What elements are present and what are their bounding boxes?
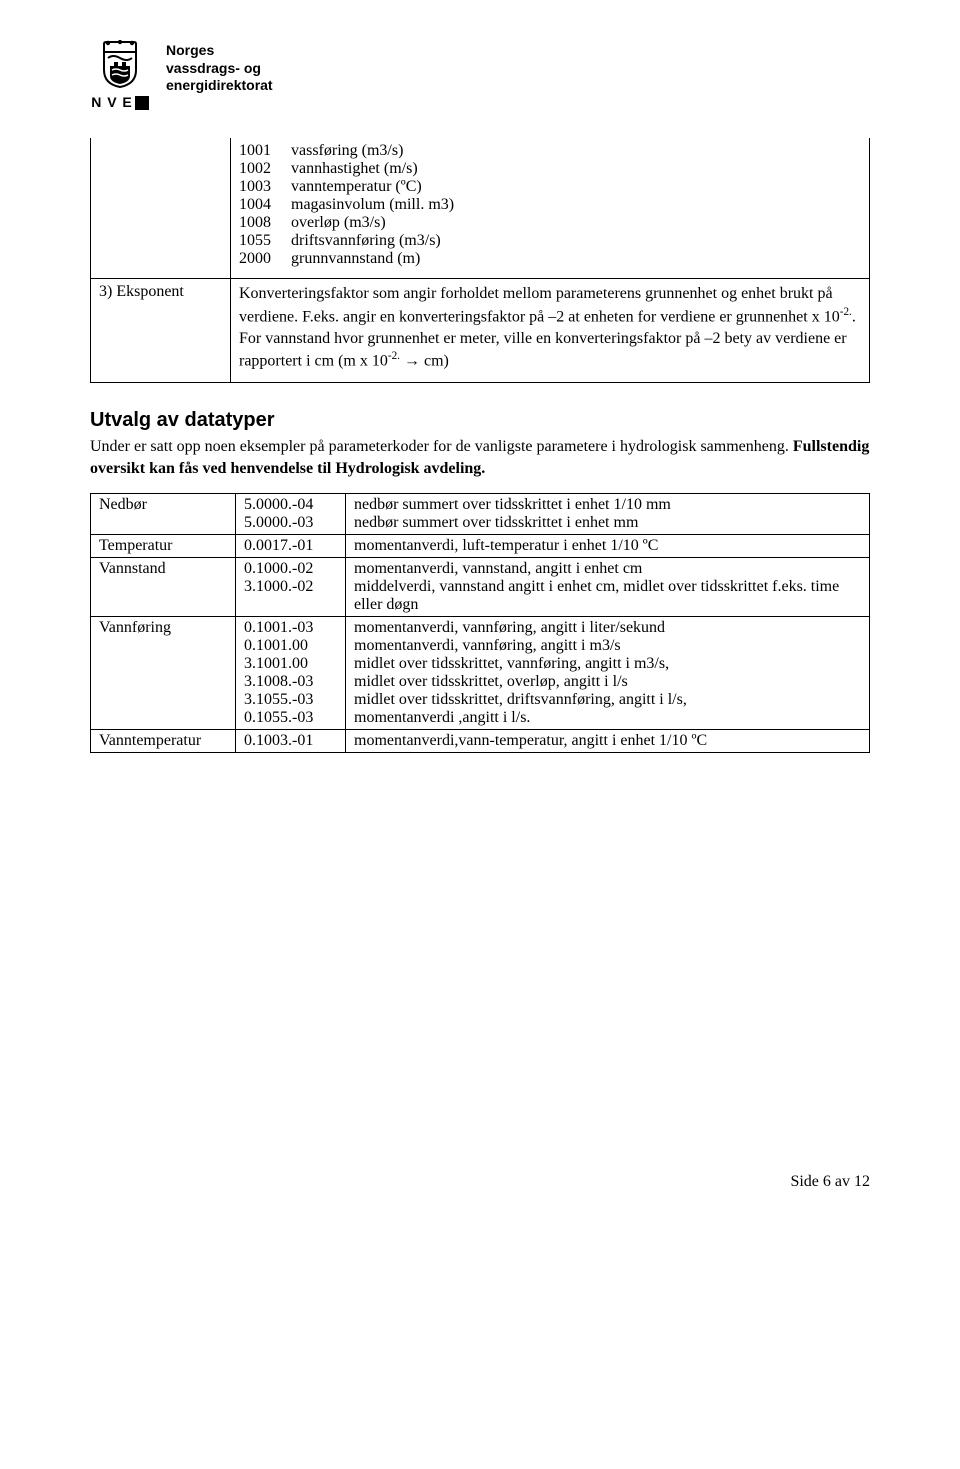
text-span: Konverteringsfaktor som angir forholdet … — [239, 285, 840, 325]
desc-value: momentanverdi ,angitt i l/s. — [354, 709, 861, 727]
code-value: 5.0000.-04 — [244, 496, 337, 514]
page-footer: Side 6 av 12 — [90, 1173, 870, 1191]
code-value: 3.1055.-03 — [244, 691, 337, 709]
desc-value: middelverdi, vannstand angitt i enhet cm… — [354, 578, 861, 614]
code-cell: 0.1003.-01 — [236, 730, 346, 753]
param-row: 1055driftsvannføring (m3/s) — [239, 232, 861, 250]
datatype-table: Nedbør5.0000.-045.0000.-03nedbør summert… — [90, 493, 870, 753]
table-row: 1001vassføring (m3/s)1002vannhastighet (… — [91, 138, 870, 279]
desc-cell: momentanverdi, vannstand, angitt i enhet… — [346, 558, 870, 617]
category-cell: Temperatur — [91, 535, 236, 558]
code-value: 3.1001.00 — [244, 655, 337, 673]
page-header: N V E Norges vassdrags- og energidirekto… — [90, 40, 870, 110]
category-cell: Vannstand — [91, 558, 236, 617]
param-code: 1002 — [239, 160, 291, 178]
param-desc: driftsvannføring (m3/s) — [291, 232, 861, 250]
code-value: 0.1000.-02 — [244, 560, 337, 578]
param-desc: grunnvannstand (m) — [291, 250, 861, 268]
code-value: 0.1003.-01 — [244, 732, 337, 750]
param-row: 1004magasinvolum (mill. m3) — [239, 196, 861, 214]
category-cell: Nedbør — [91, 494, 236, 535]
text-span: → cm) — [400, 352, 449, 369]
crest-icon — [98, 40, 142, 88]
logo: N V E — [90, 40, 150, 110]
desc-value: nedbør summert over tidsskrittet i enhet… — [354, 514, 861, 532]
superscript: -2. — [388, 350, 400, 362]
section-paragraph: Under er satt opp noen eksempler på para… — [90, 436, 870, 479]
desc-cell: momentanverdi, luft-temperatur i enhet 1… — [346, 535, 870, 558]
param-desc: overløp (m3/s) — [291, 214, 861, 232]
parameter-table: 1001vassføring (m3/s)1002vannhastighet (… — [90, 138, 870, 383]
desc-value: midlet over tidsskrittet, vannføring, an… — [354, 655, 861, 673]
code-cell: 0.1000.-023.1000.-02 — [236, 558, 346, 617]
param-code: 1004 — [239, 196, 291, 214]
eksponent-text: Konverteringsfaktor som angir forholdet … — [239, 283, 861, 372]
code-value: 0.1001.-03 — [244, 619, 337, 637]
code-cell: 0.1001.-030.1001.003.1001.003.1008.-033.… — [236, 617, 346, 730]
desc-value: momentanverdi, luft-temperatur i enhet 1… — [354, 537, 861, 555]
desc-value: nedbør summert over tidsskrittet i enhet… — [354, 496, 861, 514]
param-desc: vannhastighet (m/s) — [291, 160, 861, 178]
param-row: 2000grunnvannstand (m) — [239, 250, 861, 268]
superscript: -2. — [840, 306, 852, 318]
desc-value: momentanverdi,vann-temperatur, angitt i … — [354, 732, 861, 750]
org-line: vassdrags- og — [166, 60, 273, 78]
org-name: Norges vassdrags- og energidirektorat — [166, 42, 273, 95]
desc-cell: momentanverdi,vann-temperatur, angitt i … — [346, 730, 870, 753]
code-cell: 5.0000.-045.0000.-03 — [236, 494, 346, 535]
param-row: 1003vanntemperatur (ºC) — [239, 178, 861, 196]
param-desc: vanntemperatur (ºC) — [291, 178, 861, 196]
table-row: 3) Eksponent Konverteringsfaktor som ang… — [91, 279, 870, 383]
param-row: 1002vannhastighet (m/s) — [239, 160, 861, 178]
desc-value: midlet over tidsskrittet, driftsvannføri… — [354, 691, 861, 709]
param-code: 1003 — [239, 178, 291, 196]
desc-value: momentanverdi, vannføring, angitt i m3/s — [354, 637, 861, 655]
param-desc: magasinvolum (mill. m3) — [291, 196, 861, 214]
desc-cell: nedbør summert over tidsskrittet i enhet… — [346, 494, 870, 535]
code-value: 3.1008.-03 — [244, 673, 337, 691]
param-row: 1001vassføring (m3/s) — [239, 142, 861, 160]
param-code: 2000 — [239, 250, 291, 268]
param-list: 1001vassføring (m3/s)1002vannhastighet (… — [239, 142, 861, 268]
code-value: 5.0000.-03 — [244, 514, 337, 532]
table-row: Vannføring0.1001.-030.1001.003.1001.003.… — [91, 617, 870, 730]
param-code: 1008 — [239, 214, 291, 232]
param-code: 1055 — [239, 232, 291, 250]
org-line: Norges — [166, 42, 273, 60]
table-row: Vanntemperatur 0.1003.-01 momentanverdi,va… — [91, 730, 870, 753]
table-row: Nedbør5.0000.-045.0000.-03nedbør summert… — [91, 494, 870, 535]
table-row: Vannstand0.1000.-023.1000.-02momentanver… — [91, 558, 870, 617]
param-row: 1008overløp (m3/s) — [239, 214, 861, 232]
nve-text: N V E — [91, 94, 133, 110]
category-cell: Vanntemperatur — [91, 730, 236, 753]
desc-value: momentanverdi, vannføring, angitt i lite… — [354, 619, 861, 637]
desc-value: midlet over tidsskrittet, overløp, angit… — [354, 673, 861, 691]
code-value: 0.1001.00 — [244, 637, 337, 655]
param-desc: vassføring (m3/s) — [291, 142, 861, 160]
desc-cell: momentanverdi, vannføring, angitt i lite… — [346, 617, 870, 730]
text-span: Under er satt opp noen eksempler på para… — [90, 438, 793, 455]
eksponent-label: 3) Eksponent — [91, 279, 231, 383]
nve-mark: N V E — [91, 94, 149, 110]
code-value: 0.1055.-03 — [244, 709, 337, 727]
category-cell: Vannføring — [91, 617, 236, 730]
param-code: 1001 — [239, 142, 291, 160]
code-value: 3.1000.-02 — [244, 578, 337, 596]
org-line: energidirektorat — [166, 77, 273, 95]
desc-value: momentanverdi, vannstand, angitt i enhet… — [354, 560, 861, 578]
nve-box-icon — [135, 96, 149, 110]
section-heading: Utvalg av datatyper — [90, 409, 870, 432]
code-value: 0.0017.-01 — [244, 537, 337, 555]
table-row: Temperatur 0.0017.-01 momentanverdi, luft-… — [91, 535, 870, 558]
code-cell: 0.0017.-01 — [236, 535, 346, 558]
